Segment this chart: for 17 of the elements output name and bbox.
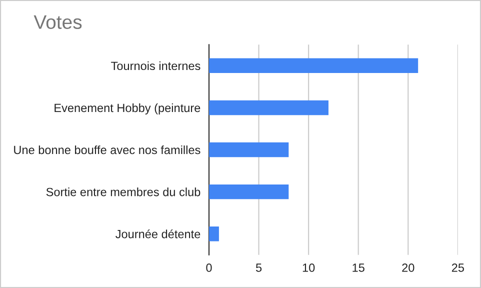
- bar: [208, 58, 418, 74]
- y-tick-label: Evenement Hobby (peinture: [54, 103, 200, 114]
- y-tick-label: Sortie entre membres du club: [46, 188, 200, 196]
- bar: [208, 226, 219, 242]
- y-tick-label: Une bonne bouffe avec nos familles: [14, 145, 200, 154]
- x-tick-label: 0: [206, 264, 212, 272]
- x-tick-label: 10: [302, 264, 315, 272]
- chart-title: Votes: [34, 15, 82, 29]
- x-tick-label: 20: [402, 264, 414, 272]
- x-tick-label: 15: [352, 264, 364, 272]
- y-tick-label: Tournois internes: [111, 61, 200, 70]
- bar: [208, 142, 289, 158]
- x-tick-label: 5: [256, 264, 262, 272]
- x-tick-label: 25: [452, 264, 464, 272]
- bar: [208, 184, 289, 200]
- y-tick-label: Journée détente: [116, 229, 200, 238]
- bar: [208, 100, 328, 116]
